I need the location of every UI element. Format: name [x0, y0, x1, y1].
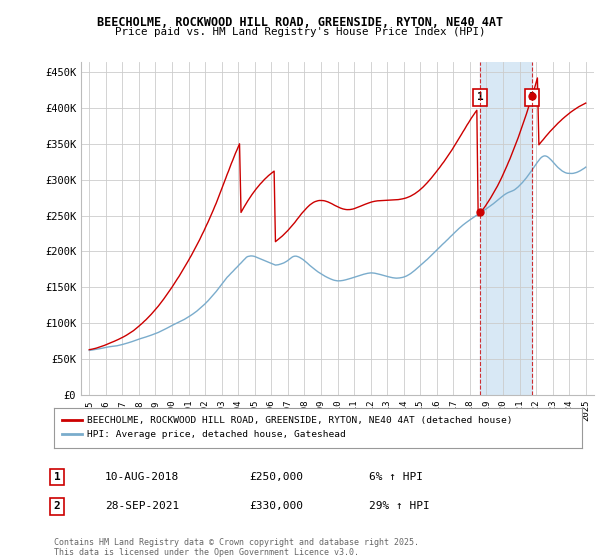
Text: 10-AUG-2018: 10-AUG-2018 — [105, 472, 179, 482]
Text: 28-SEP-2021: 28-SEP-2021 — [105, 501, 179, 511]
Text: 6% ↑ HPI: 6% ↑ HPI — [369, 472, 423, 482]
Text: Contains HM Land Registry data © Crown copyright and database right 2025.
This d: Contains HM Land Registry data © Crown c… — [54, 538, 419, 557]
Text: Price paid vs. HM Land Registry's House Price Index (HPI): Price paid vs. HM Land Registry's House … — [115, 27, 485, 37]
Bar — [480, 62, 532, 395]
Text: 29% ↑ HPI: 29% ↑ HPI — [369, 501, 430, 511]
Text: £330,000: £330,000 — [249, 501, 303, 511]
Text: 1: 1 — [477, 92, 484, 102]
Text: 2: 2 — [529, 92, 535, 102]
Text: £250,000: £250,000 — [249, 472, 303, 482]
Text: BEECHOLME, ROCKWOOD HILL ROAD, GREENSIDE, RYTON, NE40 4AT: BEECHOLME, ROCKWOOD HILL ROAD, GREENSIDE… — [97, 16, 503, 29]
Text: 2: 2 — [53, 501, 61, 511]
Legend: BEECHOLME, ROCKWOOD HILL ROAD, GREENSIDE, RYTON, NE40 4AT (detached house), HPI:: BEECHOLME, ROCKWOOD HILL ROAD, GREENSIDE… — [58, 413, 517, 443]
Text: 1: 1 — [53, 472, 61, 482]
